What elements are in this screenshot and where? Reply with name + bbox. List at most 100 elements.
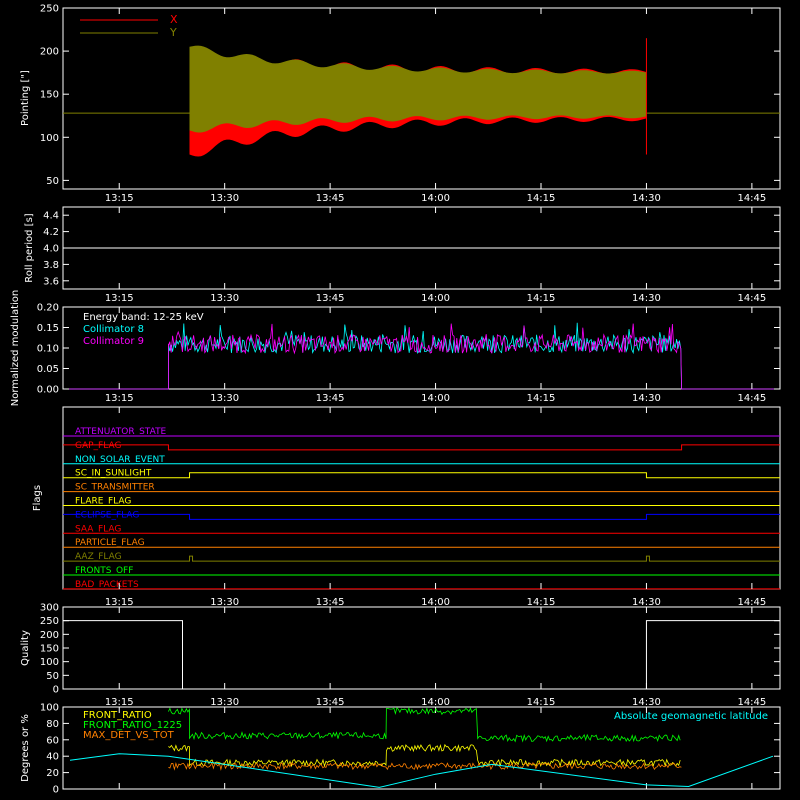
y-tick-label: 200 [40, 630, 59, 641]
y-tick-label: 3.8 [43, 260, 59, 271]
y-tick-label: 4.0 [43, 244, 59, 255]
pointing-frame [62, 7, 781, 190]
y-tick-label: 200 [40, 47, 59, 58]
pointing-band-y [189, 45, 647, 133]
y-tick-label: 50 [46, 176, 59, 187]
time-tick-label: 13:45 [316, 193, 345, 204]
y-tick-label: 20 [46, 768, 59, 779]
time-tick-label: 13:45 [316, 393, 345, 404]
time-tick-label: 13:15 [105, 597, 134, 608]
time-tick-label: 14:30 [632, 597, 661, 608]
time-tick-label: 14:30 [632, 293, 661, 304]
pointing-xticks: 13:15 13:30 13:45 14:00 14:15 14:30 14:45 [105, 8, 766, 204]
y-tick-label: 250 [40, 4, 59, 15]
time-tick-label: 14:15 [527, 597, 556, 608]
time-tick-label: 13:30 [210, 393, 239, 404]
time-tick-label: 13:45 [316, 597, 345, 608]
time-tick-label: 14:00 [421, 697, 450, 708]
time-tick-label: 14:30 [632, 697, 661, 708]
degrees-frame [62, 706, 781, 790]
roll-xticks: 13:15 13:30 13:45 14:00 14:15 14:30 14:45 [105, 207, 766, 304]
degrees-yticks: 0 20 40 60 80 100 [40, 703, 780, 796]
time-tick-label: 14:00 [421, 597, 450, 608]
flag-label: FRONTS_OFF [75, 566, 133, 576]
quality-line [63, 620, 780, 690]
y-tick-label: 4.4 [43, 211, 59, 222]
y-tick-label: 0 [53, 785, 59, 796]
roll-ylabel: Roll period [s] [24, 213, 35, 282]
time-tick-label: 13:45 [316, 293, 345, 304]
time-tick-label: 14:45 [737, 193, 766, 204]
legend-x-label: X [170, 13, 178, 26]
y-tick-label: 3.6 [43, 276, 59, 287]
modulation-ylabel: Normalized modulation [10, 290, 21, 407]
legend-front-ratio-1225: FRONT_RATIO_1225 [83, 720, 182, 731]
series-front-ratio-1225 [168, 706, 681, 743]
y-tick-label: 4.2 [43, 227, 59, 238]
flag-line [63, 444, 780, 451]
flags-ylabel: Flags [32, 485, 43, 511]
geomagnetic-latitude-annotation: Absolute geomagnetic latitude [614, 711, 768, 722]
time-tick-label: 14:00 [421, 393, 450, 404]
y-tick-label: 0.15 [37, 323, 59, 334]
y-tick-label: 0.00 [37, 385, 59, 396]
y-tick-label: 0.20 [37, 303, 59, 314]
pointing-yticks: 50 100 150 200 250 [40, 4, 780, 187]
time-tick-label: 14:30 [632, 193, 661, 204]
flag-label: BAD_PACKETS [75, 580, 139, 590]
degrees-ylabel: Degrees or % [20, 714, 31, 782]
y-tick-label: 0 [53, 685, 59, 696]
time-tick-label: 13:15 [105, 697, 134, 708]
y-tick-label: 40 [46, 752, 59, 763]
time-tick-label: 14:15 [527, 393, 556, 404]
y-tick-label: 0.05 [37, 364, 59, 375]
time-tick-label: 13:30 [210, 293, 239, 304]
time-tick-label: 13:15 [105, 293, 134, 304]
panel-roll-period: 3.63.84.04.24.4 Roll period [s] 13:15 13:… [24, 206, 781, 304]
time-tick-label: 14:45 [737, 597, 766, 608]
time-tick-label: 14:45 [737, 697, 766, 708]
quality-xticks: 13:15 13:30 13:45 14:00 14:15 14:30 14:45 [105, 607, 766, 708]
flag-label: ECLIPSE_FLAG [75, 510, 139, 520]
time-tick-label: 14:15 [527, 293, 556, 304]
collimator-9-series [63, 323, 780, 390]
y-tick-label: 0.10 [37, 344, 59, 355]
y-tick-label: 100 [40, 657, 59, 668]
legend-y-label: Y [169, 26, 177, 39]
legend-max-det-vs-tot: MAX_DET_VS_TOT [83, 730, 175, 741]
time-tick-label: 13:30 [210, 193, 239, 204]
y-tick-label: 300 [40, 603, 59, 614]
time-tick-label: 14:00 [421, 293, 450, 304]
flag-line [63, 555, 780, 562]
series-max-det-vs-tot [168, 761, 682, 771]
pointing-ylabel: Pointing ["] [20, 70, 31, 126]
time-tick-label: 14:00 [421, 193, 450, 204]
quality-series [63, 620, 780, 690]
flag-line [63, 472, 780, 479]
legend-front-ratio: FRONT_RATIO [83, 710, 152, 721]
flag-label: AAZ_FLAG [75, 552, 122, 562]
legend-collimator-9: Collimator 9 [83, 336, 144, 347]
legend-collimator-8: Collimator 8 [83, 324, 144, 335]
geomagnetic-latitude-line [69, 753, 774, 788]
y-tick-label: 250 [40, 616, 59, 627]
roll-yticks: 3.6 3.8 4.0 4.2 4.4 [43, 211, 780, 287]
time-tick-label: 14:45 [737, 293, 766, 304]
y-tick-label: 100 [40, 133, 59, 144]
flag-label: FLARE_FLAG [75, 497, 131, 507]
y-tick-label: 100 [40, 703, 59, 714]
pointing-bands [63, 38, 780, 157]
time-tick-label: 13:30 [210, 697, 239, 708]
flag-label: SC_TRANSMITTER [75, 483, 155, 493]
flag-line [63, 513, 780, 520]
time-tick-label: 13:45 [316, 697, 345, 708]
flag-label: SC_IN_SUNLIGHT [75, 469, 152, 479]
flags-xticks: 13:15 13:30 13:45 14:00 14:15 14:30 14:45 [105, 407, 766, 608]
time-tick-label: 14:45 [737, 393, 766, 404]
quality-ylabel: Quality [20, 630, 31, 666]
time-tick-label: 14:30 [632, 393, 661, 404]
time-tick-label: 14:15 [527, 697, 556, 708]
